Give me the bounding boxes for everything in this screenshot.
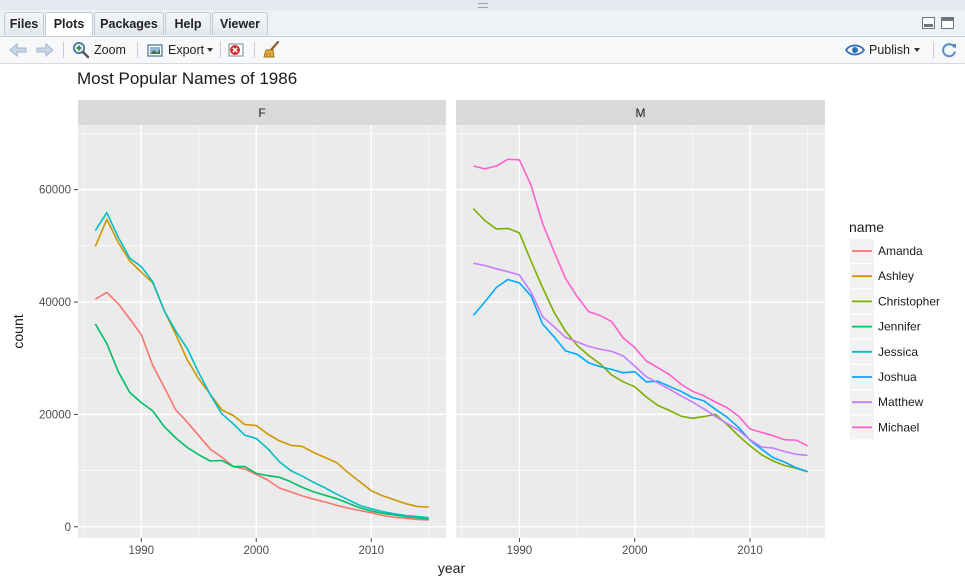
y-tick-label: 40000 [39,297,71,309]
clear-all-plots-button[interactable] [262,37,282,63]
series-line-jessica [94,211,429,519]
legend-item-jessica: Jessica [850,339,918,364]
tab-viewer[interactable]: Viewer [212,12,268,35]
publish-label: Publish [869,43,910,57]
plots-toolbar: Zoom Export Publish [0,37,965,64]
refresh-button[interactable] [940,37,958,63]
legend-label: Matthew [878,395,924,409]
pane-tab-bar: Files Plots Packages Help Viewer [0,10,965,37]
tab-plots[interactable]: Plots [45,12,93,36]
x-tick-label: 2000 [622,545,648,557]
x-tick-label: 2010 [737,545,763,557]
remove-plot-icon [228,43,244,57]
legend-label: Amanda [878,244,923,258]
chart-title: Most Popular Names of 1986 [77,69,297,88]
zoom-magnifier-icon [73,42,90,59]
series-line-michael [473,158,809,447]
caret-down-icon [207,48,214,52]
legend-label: Christopher [878,294,940,308]
arrow-left-icon [9,42,27,58]
x-tick-label: 1990 [128,545,154,557]
series-line-amanda [94,291,429,521]
export-menu-button[interactable]: Export [147,37,216,63]
legend: Amanda Ashley Christopher Jennifer Jessica Jo… [850,239,940,440]
tab-files[interactable]: Files [4,12,44,35]
refresh-icon [942,43,956,58]
legend-item-ashley: Ashley [850,264,914,289]
legend-item-jennifer: Jennifer [850,314,921,339]
legend-label: Michael [878,420,919,434]
legend-item-amanda: Amanda [850,239,923,263]
facet-strip-label: M [636,106,646,120]
arrow-right-icon [36,42,54,58]
x-tick-label: 2010 [358,545,384,557]
y-tick-label: 60000 [39,185,71,197]
legend-item-michael: Michael [850,415,919,440]
legend-item-joshua: Joshua [850,365,917,389]
zoom-button[interactable]: Zoom [72,37,126,63]
export-label: Export [168,43,205,57]
plot-area: Most Popular Names of 1986 year count na… [0,64,965,581]
export-image-icon [147,43,163,57]
legend-title: name [849,219,884,235]
facet-strip-label: F [258,106,265,120]
legend-item-christopher: Christopher [850,289,940,314]
facet-strip [456,100,825,125]
line-chart: Most Popular Names of 1986 year count na… [10,69,940,576]
panel-background [456,125,825,538]
broom-icon [263,41,280,58]
publish-eye-icon [845,44,865,56]
x-axis-title: year [438,560,466,576]
facet-panel-F: F 0 20000 40000 60000 1990 2000 2010 [39,100,446,557]
series-line-ashley [94,218,429,508]
forward-button[interactable] [35,37,55,63]
back-button[interactable] [8,37,28,63]
legend-label: Jessica [878,345,918,359]
y-tick-label: 20000 [39,409,71,421]
x-tick-label: 1990 [507,545,533,557]
maximize-pane-icon[interactable] [941,17,954,29]
publish-menu-button[interactable]: Publish [845,37,924,63]
minimize-pane-icon[interactable] [922,17,935,29]
facet-panel-M: M 1990 2000 2010 [456,100,825,557]
x-tick-label: 2000 [243,545,269,557]
legend-label: Joshua [878,370,917,384]
tab-packages[interactable]: Packages [94,12,164,35]
facet-strip [78,100,446,125]
zoom-label: Zoom [94,43,126,57]
legend-label: Jennifer [878,320,921,334]
panel-background [78,125,446,538]
tab-help[interactable]: Help [165,12,211,35]
legend-label: Ashley [878,269,914,283]
y-axis-title: count [10,314,26,348]
series-line-matthew [473,262,808,457]
legend-item-matthew: Matthew [850,390,924,415]
remove-plot-button[interactable] [227,37,245,63]
series-line-christopher [472,208,808,473]
series-line-jennifer [94,323,429,520]
y-tick-label: 0 [65,522,71,534]
caret-down-icon [914,48,920,52]
splitter-grip-icon[interactable] [478,3,488,8]
